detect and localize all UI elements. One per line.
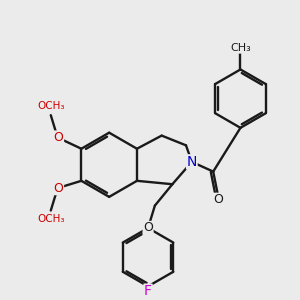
Text: O: O xyxy=(143,221,153,235)
Text: F: F xyxy=(144,284,152,298)
Text: N: N xyxy=(187,155,197,169)
Text: OCH₃: OCH₃ xyxy=(37,101,64,111)
Text: O: O xyxy=(54,182,64,195)
Text: O: O xyxy=(213,193,223,206)
Text: OCH₃: OCH₃ xyxy=(37,214,64,224)
Text: CH₃: CH₃ xyxy=(230,43,251,53)
Text: O: O xyxy=(54,131,64,144)
